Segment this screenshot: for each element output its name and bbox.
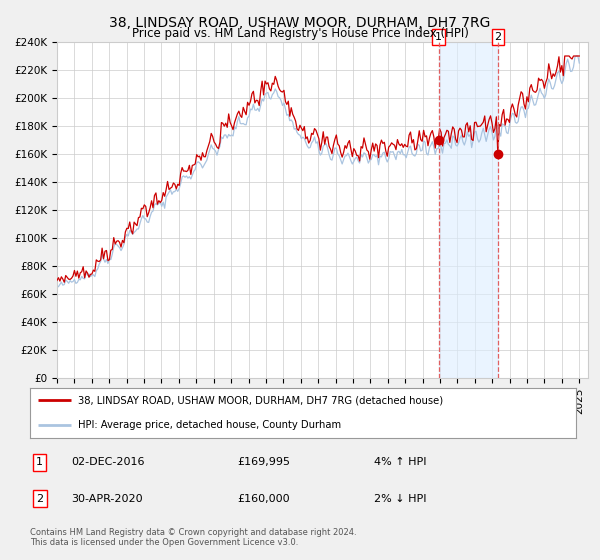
- Text: 2% ↓ HPI: 2% ↓ HPI: [374, 493, 427, 503]
- Text: 4% ↑ HPI: 4% ↑ HPI: [374, 458, 427, 468]
- Text: 2: 2: [36, 493, 43, 503]
- Text: Price paid vs. HM Land Registry's House Price Index (HPI): Price paid vs. HM Land Registry's House …: [131, 27, 469, 40]
- Text: HPI: Average price, detached house, County Durham: HPI: Average price, detached house, Coun…: [78, 421, 341, 430]
- Text: 1: 1: [37, 458, 43, 468]
- Text: 30-APR-2020: 30-APR-2020: [71, 493, 143, 503]
- Text: Contains HM Land Registry data © Crown copyright and database right 2024.
This d: Contains HM Land Registry data © Crown c…: [30, 528, 356, 547]
- Text: 38, LINDSAY ROAD, USHAW MOOR, DURHAM, DH7 7RG: 38, LINDSAY ROAD, USHAW MOOR, DURHAM, DH…: [109, 16, 491, 30]
- Text: 2: 2: [494, 32, 502, 42]
- Bar: [439, 42, 498, 378]
- Text: £169,995: £169,995: [238, 458, 290, 468]
- Text: 1: 1: [435, 32, 442, 42]
- Text: 02-DEC-2016: 02-DEC-2016: [71, 458, 145, 468]
- Text: £160,000: £160,000: [238, 493, 290, 503]
- Text: 38, LINDSAY ROAD, USHAW MOOR, DURHAM, DH7 7RG (detached house): 38, LINDSAY ROAD, USHAW MOOR, DURHAM, DH…: [78, 395, 443, 405]
